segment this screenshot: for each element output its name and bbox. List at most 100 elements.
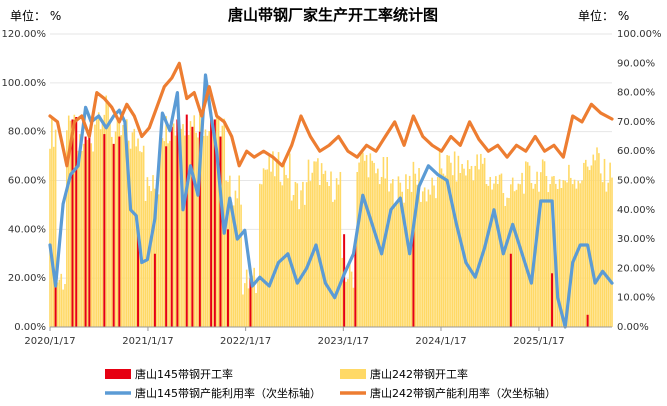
bar-242 (279, 181, 282, 327)
bar-242 (161, 138, 164, 327)
bar-242 (407, 188, 409, 327)
bar-145 (509, 253, 512, 327)
bar-242 (247, 288, 250, 327)
legend-label: 唐山145带钢产能利用率（次坐标轴） (135, 386, 321, 400)
right-axis-tick-label: 90.00% (617, 58, 655, 69)
right-axis-tick-label: 30.00% (617, 234, 655, 245)
bar-145 (71, 119, 74, 327)
bar-242 (285, 174, 287, 327)
bar-242 (189, 121, 192, 327)
bar-145 (118, 136, 121, 327)
bar-242 (566, 182, 568, 327)
right-axis-tick-label: 100.00% (617, 29, 662, 40)
bar-242 (423, 187, 426, 327)
bar-242 (393, 207, 396, 327)
bar-145 (343, 234, 346, 327)
bar-242 (538, 191, 540, 327)
legend-label: 唐山242带钢开工率 (370, 367, 468, 381)
bar-242 (341, 257, 344, 327)
bar-242 (52, 146, 55, 327)
bar-242 (347, 279, 349, 327)
bar-242 (51, 117, 53, 327)
bar-242 (377, 168, 379, 327)
bar-242 (339, 171, 342, 327)
bar-242 (99, 129, 102, 327)
bar-242 (204, 129, 207, 327)
right-axis-tick-label: 40.00% (617, 205, 655, 216)
bar-242 (182, 124, 184, 327)
bar-242 (152, 175, 154, 327)
bar-242 (468, 169, 471, 327)
bar-242 (180, 128, 182, 327)
bar-242 (169, 140, 171, 327)
right-axis-tick-label: 20.00% (617, 263, 655, 274)
bar-242 (564, 180, 566, 327)
bar-242 (281, 185, 284, 327)
bar-242 (94, 124, 96, 327)
bar-242 (601, 182, 604, 327)
bar-242 (320, 163, 323, 327)
bar-242 (596, 147, 598, 327)
bar-242 (244, 283, 246, 327)
bar-242 (230, 202, 233, 327)
bar-242 (547, 192, 550, 327)
bar-242 (260, 184, 263, 327)
bar-242 (107, 104, 109, 328)
bar-242 (495, 176, 497, 327)
bar-242 (451, 175, 454, 327)
bar-242 (579, 183, 581, 327)
bar-145 (551, 273, 554, 327)
bar-242 (395, 204, 398, 327)
bar-242 (208, 131, 211, 327)
bar-242 (274, 176, 276, 327)
bar-242 (335, 178, 338, 327)
bar-242 (294, 181, 297, 327)
bar-145 (88, 131, 91, 327)
bar-145 (112, 143, 115, 327)
bar-242 (174, 135, 177, 327)
bar-242 (603, 158, 606, 327)
bar-242 (515, 189, 518, 327)
bar-242 (332, 201, 334, 327)
bar-242 (101, 123, 104, 327)
bar-242 (414, 173, 417, 327)
bar-242 (253, 267, 255, 327)
bar-242 (470, 165, 473, 327)
bar-242 (309, 181, 312, 327)
bar-242 (124, 130, 126, 327)
bar-242 (386, 157, 388, 327)
bar-242 (172, 123, 175, 327)
bar-145 (84, 136, 87, 327)
bar-242 (60, 273, 63, 327)
bar-242 (362, 152, 364, 327)
bar-242 (611, 177, 613, 327)
bar-145 (219, 136, 222, 327)
bar-242 (178, 130, 181, 327)
bar-242 (365, 155, 368, 327)
bar-242 (474, 165, 477, 327)
bar-242 (558, 179, 561, 327)
bar-242 (126, 119, 128, 328)
bar-242 (392, 179, 394, 327)
bar-242 (453, 151, 456, 327)
bar-242 (418, 168, 420, 327)
legend-swatch (340, 369, 366, 379)
left-axis-tick-label: 20.00% (8, 273, 46, 284)
bar-242 (480, 153, 482, 327)
bar-242 (129, 148, 132, 327)
bar-242 (150, 191, 152, 327)
bar-242 (92, 151, 94, 327)
bar-242 (433, 185, 435, 327)
bar-242 (245, 269, 248, 327)
bar-242 (133, 128, 136, 327)
bar-242 (487, 185, 490, 327)
bar-242 (49, 148, 51, 327)
bar-145 (165, 146, 168, 327)
right-axis-tick-label: 0.00% (617, 322, 649, 333)
bar-145 (137, 234, 140, 327)
bar-145 (354, 241, 357, 327)
bar-242 (187, 134, 190, 327)
bar-242 (352, 287, 355, 327)
left-axis-tick-label: 80.00% (8, 127, 46, 138)
